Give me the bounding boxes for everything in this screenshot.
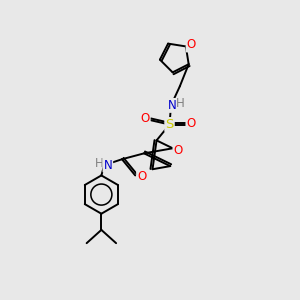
Text: O: O bbox=[186, 118, 196, 130]
Text: O: O bbox=[140, 112, 150, 125]
Text: O: O bbox=[187, 38, 196, 52]
Text: S: S bbox=[165, 118, 174, 131]
Text: N: N bbox=[103, 159, 112, 172]
Text: N: N bbox=[168, 99, 177, 112]
Text: H: H bbox=[94, 157, 103, 170]
Text: O: O bbox=[173, 144, 183, 157]
Text: O: O bbox=[137, 170, 146, 183]
Text: H: H bbox=[176, 98, 184, 110]
